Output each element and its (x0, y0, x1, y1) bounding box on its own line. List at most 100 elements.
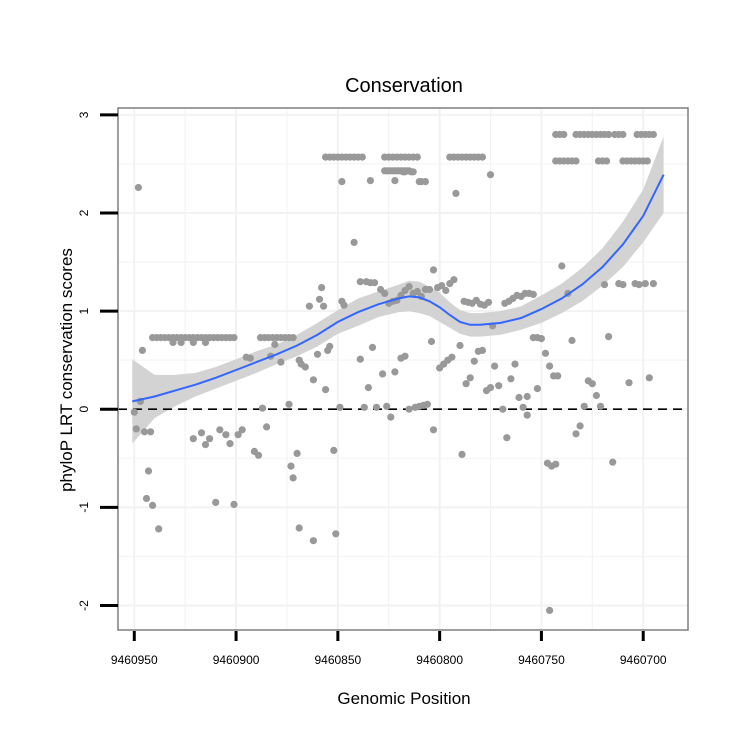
data-point (177, 338, 185, 347)
data-point (523, 392, 531, 401)
data-point (452, 189, 460, 197)
y-tick-label: 2 (77, 209, 91, 216)
plot-background (118, 108, 688, 630)
data-point (486, 171, 495, 179)
data-point (558, 262, 566, 270)
data-point (287, 462, 295, 470)
data-point (600, 281, 609, 289)
data-point (405, 405, 413, 413)
x-axis-title: Genomic Position (337, 689, 470, 708)
x-tick-label: 9460750 (518, 653, 565, 667)
data-point (330, 446, 338, 454)
data-point (234, 431, 242, 439)
data-points (130, 130, 658, 615)
data-point (387, 413, 395, 421)
data-point (381, 289, 389, 297)
data-point (383, 402, 391, 410)
y-tick-label: 3 (77, 111, 91, 118)
x-tick-label: 9460850 (314, 653, 361, 667)
data-point (568, 336, 576, 345)
data-point (368, 343, 377, 351)
data-point (140, 428, 149, 436)
data-point (425, 285, 434, 294)
data-point (641, 280, 649, 288)
data-point (523, 411, 531, 419)
data-point (495, 382, 503, 390)
data-point (515, 393, 523, 402)
data-point (423, 400, 431, 408)
data-point (230, 334, 238, 342)
data-point (533, 385, 542, 393)
data-point (649, 130, 658, 139)
data-point (537, 335, 546, 343)
data-point (350, 238, 358, 246)
data-point (429, 266, 438, 274)
data-point (507, 375, 515, 383)
data-point (293, 449, 301, 457)
data-point (588, 380, 596, 388)
data-point (340, 301, 348, 309)
data-point (138, 346, 146, 354)
data-point (448, 353, 456, 361)
data-point (197, 429, 206, 437)
data-point (134, 183, 142, 192)
data-point (529, 290, 537, 298)
data-point (212, 498, 220, 506)
x-tick-label: 9460700 (620, 653, 667, 667)
data-point (645, 374, 653, 382)
data-point (635, 281, 643, 289)
data-point (132, 425, 140, 433)
data-point (189, 435, 197, 443)
data-point (320, 302, 328, 310)
data-point (289, 474, 297, 482)
data-point (315, 295, 324, 303)
data-point (246, 354, 254, 362)
data-point (592, 391, 601, 400)
data-point (144, 467, 153, 475)
data-point (309, 376, 317, 384)
data-point (442, 286, 450, 295)
data-point (271, 340, 279, 349)
data-point (462, 380, 470, 388)
data-point (366, 177, 374, 185)
data-point (289, 334, 297, 342)
data-point (326, 342, 334, 350)
data-point (358, 153, 366, 161)
data-point (619, 281, 627, 289)
data-point (456, 341, 464, 350)
data-point (560, 130, 568, 139)
data-point (216, 426, 224, 434)
data-point (413, 153, 421, 161)
data-point (484, 298, 493, 306)
data-point (466, 374, 474, 382)
plot-area (117, 107, 689, 631)
data-point (230, 500, 238, 508)
data-point (609, 458, 617, 466)
y-axis-title: phyloP LRT conservation scores (57, 248, 76, 492)
data-point (649, 280, 658, 288)
data-point (605, 333, 613, 341)
data-point (318, 284, 326, 292)
chart-title: Conservation (345, 75, 463, 97)
data-point (625, 379, 633, 387)
data-point (541, 349, 550, 357)
x-tick-label: 9460900 (213, 653, 260, 667)
data-point (572, 157, 580, 165)
data-point (450, 276, 458, 284)
data-point (226, 440, 234, 448)
y-tick-label: -1 (77, 502, 91, 513)
data-point (222, 431, 230, 439)
data-point (332, 530, 340, 538)
data-point (576, 422, 584, 430)
data-point (149, 501, 157, 509)
data-point (619, 130, 627, 139)
y-tick-label: -2 (77, 600, 91, 611)
data-point (169, 338, 177, 347)
data-point (258, 404, 267, 412)
y-axis: -2 -1 0 1 2 3 (77, 111, 118, 611)
data-point (391, 368, 399, 376)
data-point (478, 153, 486, 161)
data-point (322, 386, 330, 394)
data-point (511, 360, 519, 368)
data-point (421, 178, 429, 186)
